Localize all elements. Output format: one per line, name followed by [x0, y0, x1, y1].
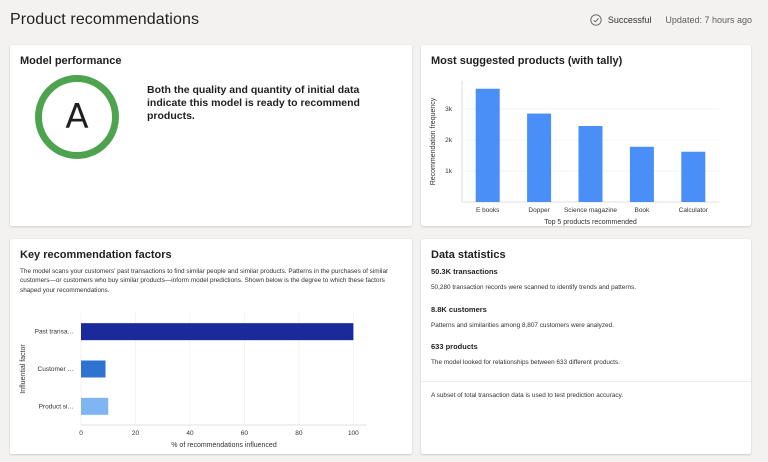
- stat-description: The model looked for relationships betwe…: [431, 359, 620, 366]
- bar-science-magazine: [578, 125, 603, 202]
- factors-description: The model scans your customers' past tra…: [20, 268, 389, 294]
- bar-calculator: [681, 151, 706, 202]
- stat-description: Patterns and similarities among 8,807 cu…: [431, 322, 614, 329]
- updated-label: Updated: 7 hours ago: [665, 15, 752, 25]
- y-axis-title: Influential factor: [20, 344, 27, 394]
- stat-value: 633 products: [431, 342, 478, 351]
- card-title-most-suggested: Most suggested products (with tally): [431, 55, 623, 67]
- x-tick-label: E books: [476, 207, 500, 214]
- stat-description: 50,280 transaction records were scanned …: [431, 284, 636, 291]
- x-axis-title: Top 5 products recommended: [544, 219, 637, 226]
- factors-bar-chart: 0 20 40 60 80 100 Past transa… Customer … Produc…: [20, 313, 367, 449]
- performance-description: Both the quality and quantity of initial…: [147, 84, 360, 122]
- y-tick-label: 1k: [445, 168, 453, 175]
- key-recommendation-factors-card: Key recommendation factors The model sca…: [10, 239, 412, 454]
- status-label: Successful: [607, 15, 652, 25]
- card-title-key-factors: Key recommendation factors: [20, 249, 172, 261]
- y-axis-title: Recommendation frequency: [430, 97, 437, 185]
- x-tick-label: Dopper: [528, 207, 550, 214]
- x-tick-label: 60: [241, 430, 249, 437]
- y-tick-label: Customer …: [38, 366, 74, 373]
- page-title: Product recommendations: [10, 11, 200, 28]
- grade-letter: A: [65, 97, 89, 137]
- x-axis-title: % of recommendations influenced: [171, 442, 277, 449]
- x-tick-label: Book: [634, 207, 650, 214]
- stat-value: 8.8K customers: [431, 305, 487, 314]
- card-title-data-statistics: Data statistics: [431, 249, 506, 261]
- x-tick-label: Calculator: [679, 207, 709, 214]
- factor-bar-2: [81, 397, 109, 415]
- model-performance-card: Model performance A Both the quality and…: [10, 45, 412, 226]
- y-tick-label: Product si…: [39, 403, 74, 410]
- stat-transactions: 50.3K transactions 50,280 transaction re…: [431, 267, 636, 291]
- check-circle-icon: [590, 14, 602, 26]
- bar-e-books: [475, 88, 500, 202]
- bar-dopper: [527, 113, 552, 202]
- data-statistics-card: Data statistics 50.3K transactions 50,28…: [421, 239, 751, 454]
- x-tick-label: 20: [132, 430, 140, 437]
- y-tick-label: 3k: [445, 106, 453, 113]
- stat-customers: 8.8K customers Patterns and similarities…: [431, 305, 614, 329]
- x-tick-label: 100: [348, 430, 359, 437]
- most-suggested-products-card: Most suggested products (with tally) 1k 2…: [421, 45, 751, 226]
- card-title-model-performance: Model performance: [20, 55, 122, 67]
- status-bar: Successful Updated: 7 hours ago: [590, 14, 752, 26]
- products-bar-chart: 1k 2k 3k E books Dopper Science magazine Book C…: [430, 81, 719, 226]
- stats-divider: [421, 381, 751, 382]
- stats-footer-note: A subset of total transaction data is us…: [431, 392, 624, 399]
- stat-value: 50.3K transactions: [431, 267, 498, 276]
- factor-bar-0: [81, 323, 354, 341]
- y-tick-label: 2k: [445, 137, 453, 144]
- x-tick-label: 0: [79, 430, 83, 437]
- x-tick-label: Science magazine: [564, 207, 617, 214]
- bar-book: [629, 146, 654, 202]
- grade-ring: A: [35, 75, 119, 159]
- stat-products: 633 products The model looked for relati…: [431, 342, 620, 366]
- x-tick-label: 40: [186, 430, 194, 437]
- factor-bar-1: [81, 360, 106, 378]
- y-tick-label: Past transa…: [35, 329, 74, 336]
- x-tick-label: 80: [295, 430, 303, 437]
